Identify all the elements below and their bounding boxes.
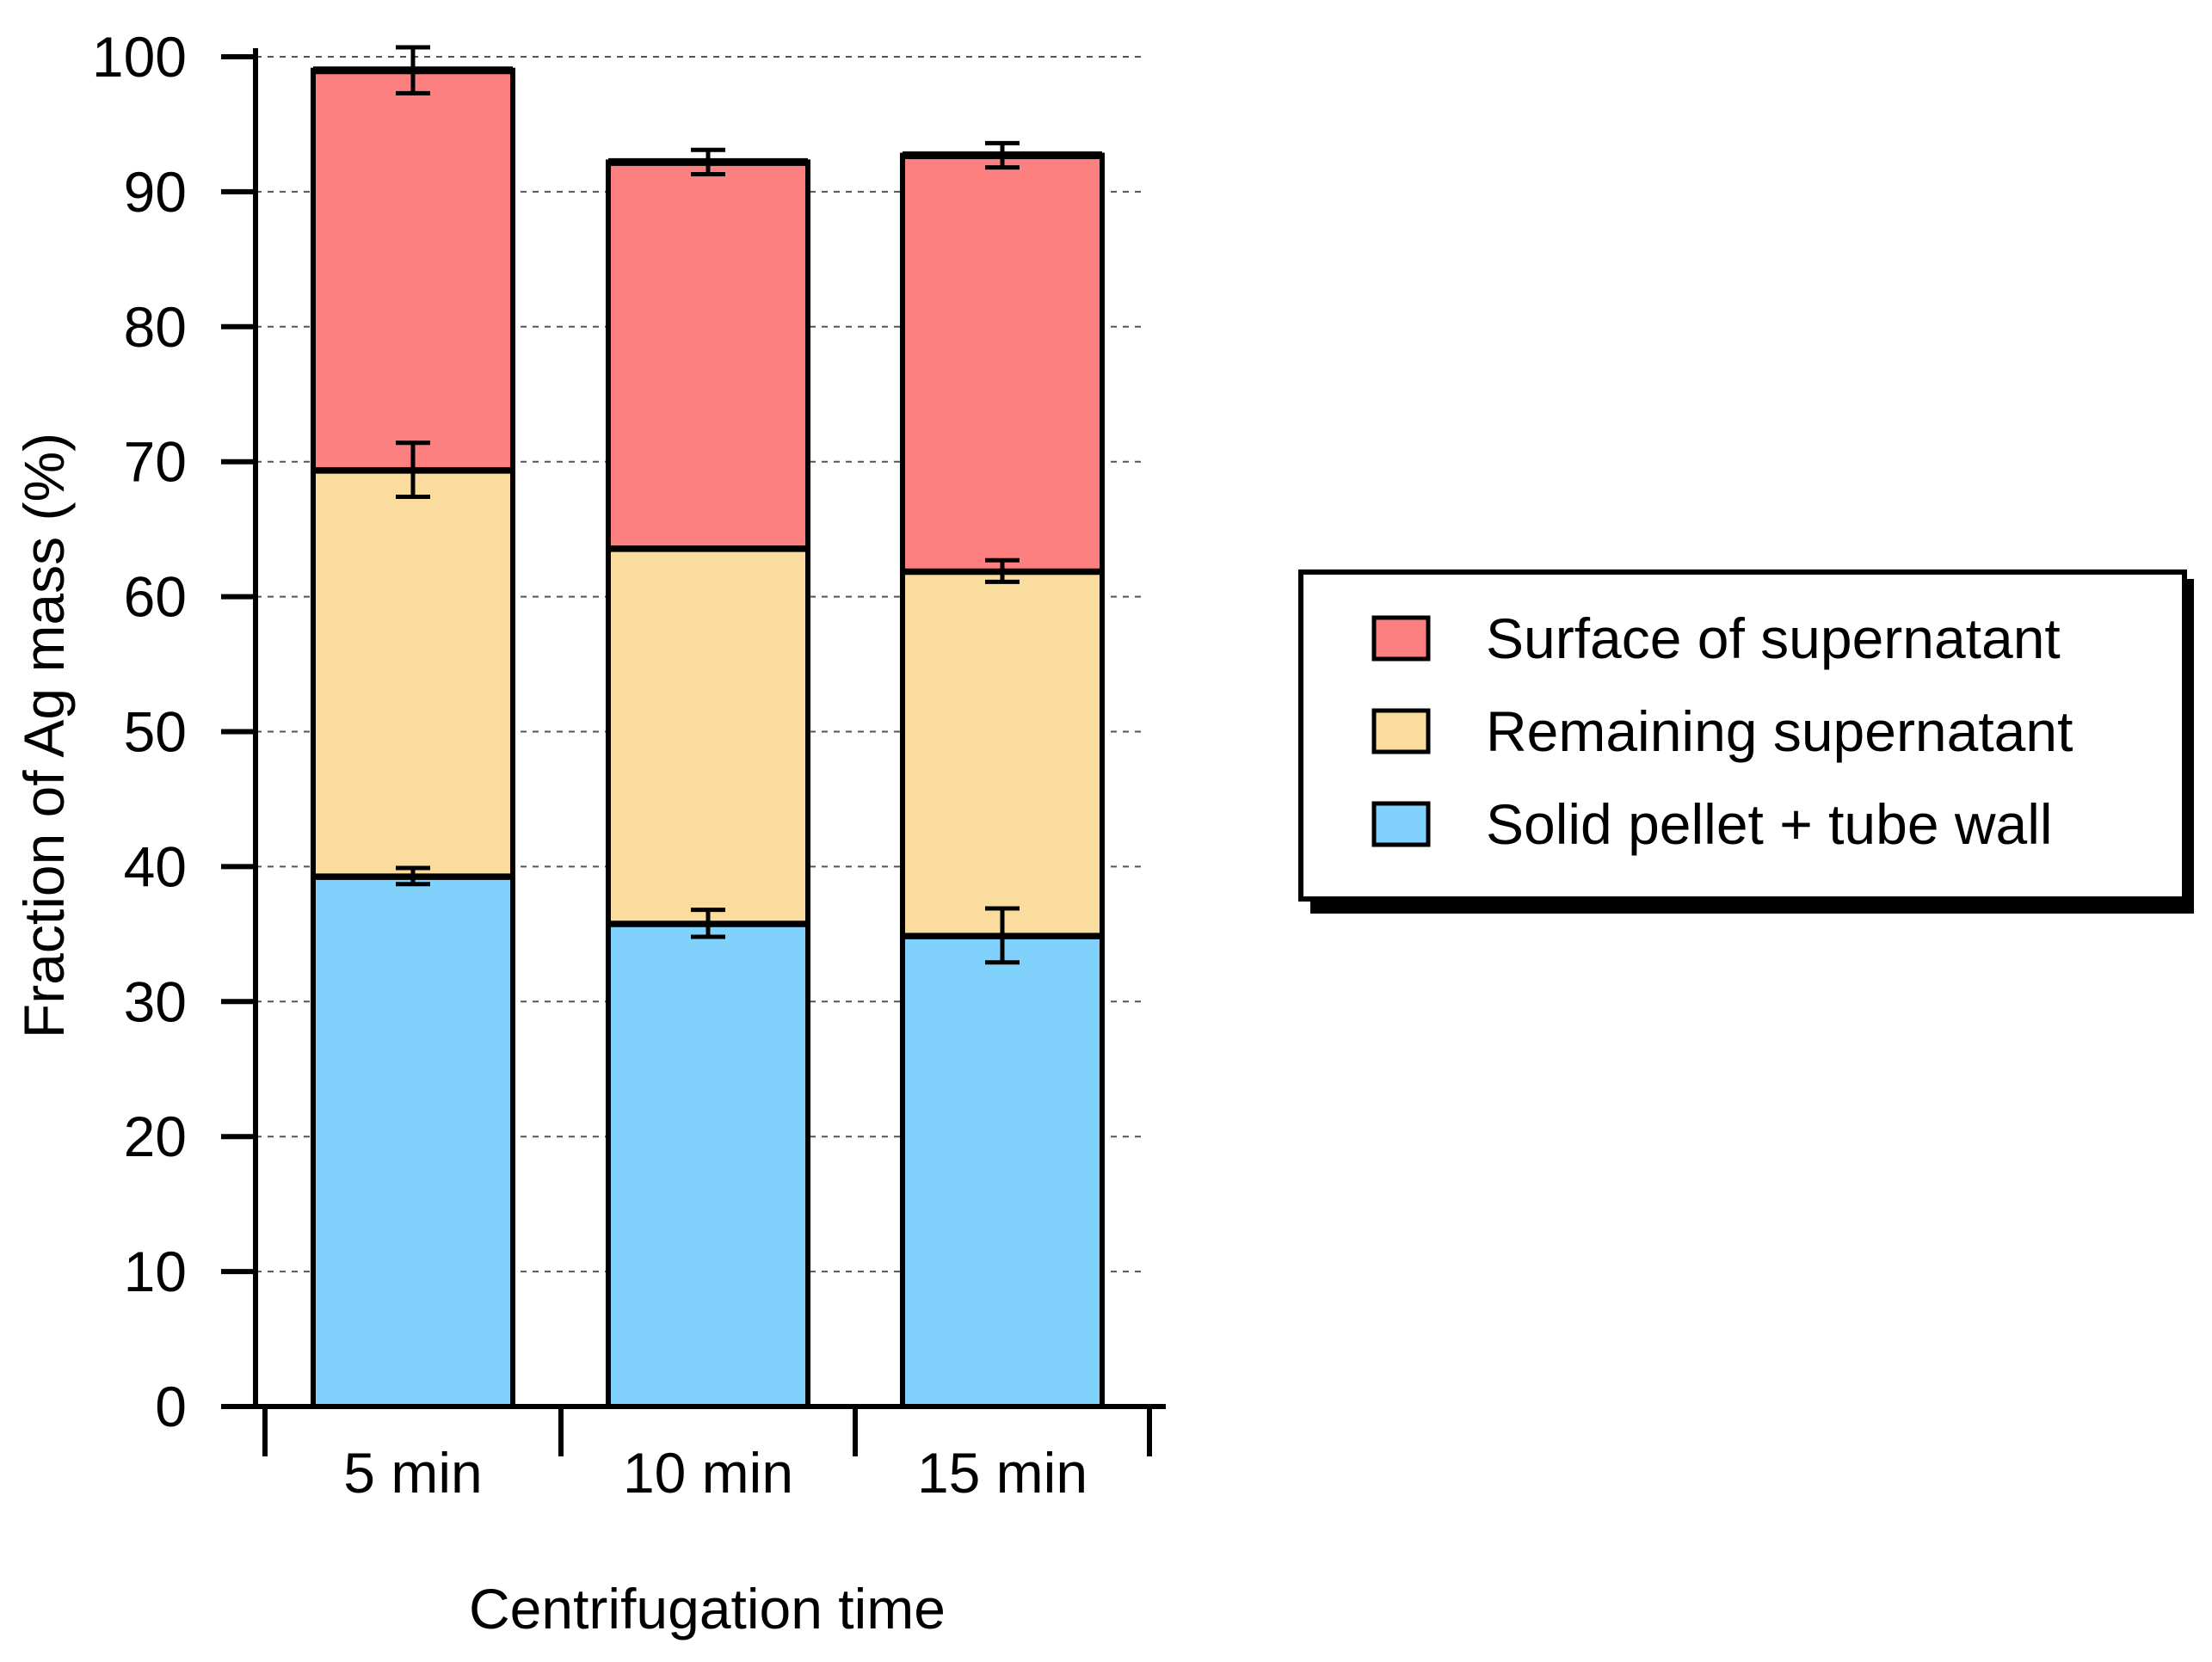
bar-15-min-surface-of-supernatant: [900, 152, 1105, 574]
tick-labels: 0 10 20 30 40 50 60 70 80 90 100 5 min 10 min 15 min: [92, 25, 1088, 1505]
bar-15-min-solid-pellet-tube-wall: [900, 933, 1105, 1409]
bars: [311, 66, 1105, 1409]
y-axis-label: Fraction of Ag mass (%): [12, 433, 76, 1038]
y-tick-label-40: 40: [124, 834, 187, 898]
x-tick-label-15-min: 15 min: [917, 1441, 1088, 1505]
legend-label-remaining-supernatant: Remaining supernatant: [1486, 699, 2073, 763]
y-tick-label-20: 20: [124, 1105, 187, 1168]
y-tick-label-80: 80: [124, 295, 187, 359]
x-tick-label-10-min: 10 min: [623, 1441, 793, 1505]
y-tick-label-0: 0: [155, 1375, 187, 1438]
bar-5-min-solid-pellet-tube-wall: [311, 873, 515, 1409]
bar-5-min-surface-of-supernatant: [311, 67, 515, 473]
y-tick-label-100: 100: [92, 25, 187, 89]
legend-box: [1298, 569, 2187, 902]
error-bars: [396, 45, 1020, 965]
bar-5-min-remaining-supernatant: [311, 467, 515, 879]
y-tick-label-30: 30: [124, 970, 187, 1033]
bar-10-min-solid-pellet-tube-wall: [606, 920, 810, 1409]
x-tick-label-5-min: 5 min: [343, 1441, 482, 1505]
bar-10-min-remaining-supernatant: [606, 545, 810, 926]
bar-10-min-surface-of-supernatant: [606, 159, 810, 551]
y-tick-label-60: 60: [124, 565, 187, 629]
legend-swatch-remaining-supernatant: [1371, 708, 1431, 754]
legend-label-surface-of-supernatant: Surface of supernatant: [1486, 606, 2061, 670]
y-tick-label-10: 10: [124, 1240, 187, 1303]
legend-swatch-solid-pellet-tube-wall: [1371, 801, 1431, 847]
bar-15-min-remaining-supernatant: [900, 568, 1105, 939]
y-tick-label-90: 90: [124, 160, 187, 224]
axes: [221, 48, 1166, 1456]
x-axis-label: Centrifugation time: [469, 1577, 946, 1640]
legend: Surface of supernatant Remaining supernat…: [1298, 569, 2194, 914]
y-tick-label-50: 50: [124, 700, 187, 764]
legend-label-solid-pellet-tube-wall: Solid pellet + tube wall: [1486, 792, 2053, 856]
legend-items: Surface of supernatant Remaining supernat…: [1371, 606, 2073, 856]
legend-swatch-surface-of-supernatant: [1371, 615, 1431, 662]
y-tick-label-70: 70: [124, 430, 187, 494]
